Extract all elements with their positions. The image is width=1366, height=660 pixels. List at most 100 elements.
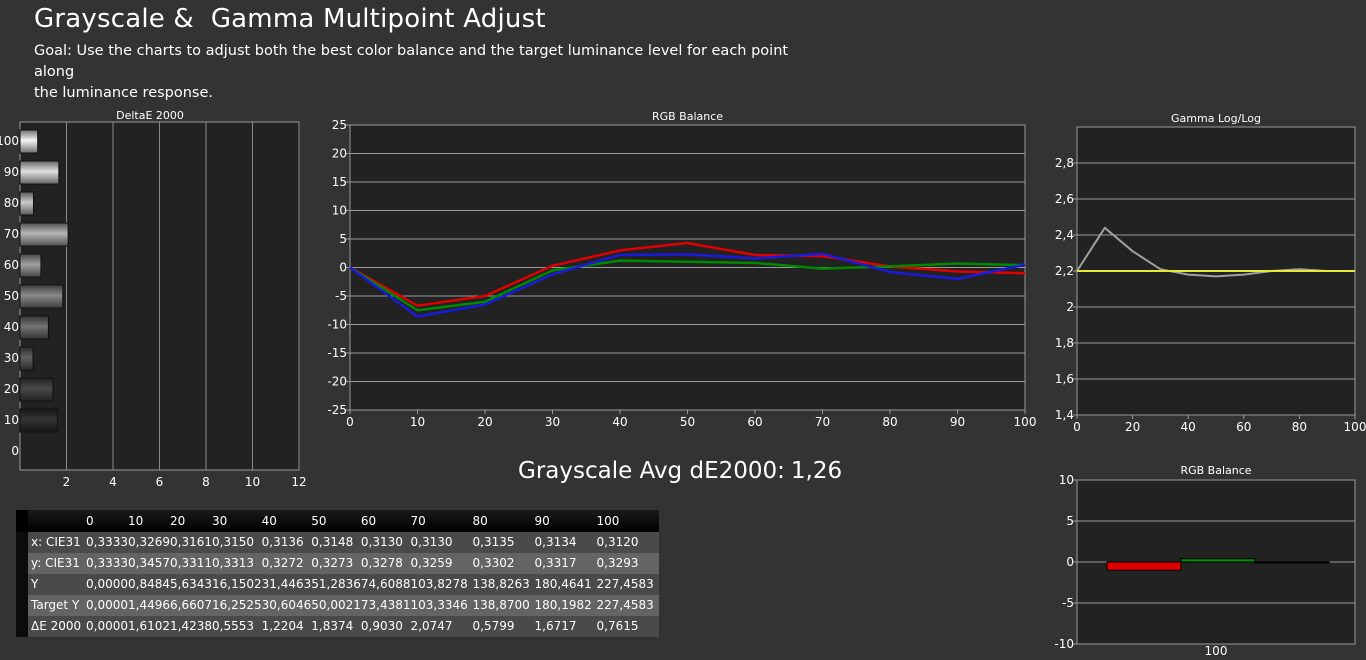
y-tick-label: -25 bbox=[327, 403, 347, 417]
table-cell: 5,6343 bbox=[170, 574, 212, 595]
x-tick-label: 100 bbox=[1014, 415, 1037, 429]
table-cell: 0,3120 bbox=[596, 532, 659, 553]
goal-line-2: the luminance response. bbox=[34, 85, 214, 101]
column-header: 70 bbox=[410, 510, 473, 532]
table-cell: 0,3272 bbox=[261, 553, 312, 574]
column-header: 10 bbox=[128, 510, 170, 532]
table-cell: 0,3302 bbox=[472, 553, 535, 574]
page-title: Grayscale & Gamma Multipoint Adjust bbox=[34, 4, 546, 34]
y-tick-label: -10 bbox=[1054, 637, 1074, 651]
x-tick-label: 80 bbox=[882, 415, 897, 429]
column-header: 80 bbox=[472, 510, 535, 532]
deltae-bar bbox=[19, 377, 54, 402]
chart-title: RGB Balance bbox=[1180, 464, 1251, 477]
measurement-table: 0 10 20 30 40 50 60 70 80 90 100 x: CIE3… bbox=[16, 510, 659, 637]
table-cell: 51,2836 bbox=[311, 574, 361, 595]
y-tick-label: 0 bbox=[1066, 555, 1074, 569]
table-row: Target Y 0,0000 1,4496 6,6607 16,2525 30,6046… bbox=[16, 595, 659, 616]
avg-de-label: Grayscale Avg dE2000: bbox=[518, 458, 785, 484]
y-tick-label: 2,6 bbox=[1055, 192, 1074, 206]
table-cell: 0,0000 bbox=[86, 616, 128, 637]
table-corner bbox=[16, 510, 28, 532]
table-cell: 0,0000 bbox=[86, 595, 128, 616]
rgb-bar bbox=[1180, 558, 1256, 563]
table-cell: 31,4463 bbox=[261, 574, 312, 595]
y-tick-label: 15 bbox=[332, 175, 347, 189]
x-tick-label: 60 bbox=[1236, 420, 1251, 434]
x-tick-label: 20 bbox=[477, 415, 492, 429]
y-tick-label: 2,2 bbox=[1055, 264, 1074, 278]
table-cell: 0,8484 bbox=[128, 574, 170, 595]
table-cell: 0,3273 bbox=[311, 553, 361, 574]
table-cell: 0,3136 bbox=[261, 532, 312, 553]
x-tick-label: 100 bbox=[1205, 644, 1228, 658]
deltae-bar bbox=[19, 315, 49, 340]
y-tick-label: 0 bbox=[11, 444, 19, 458]
column-header: 100 bbox=[596, 510, 659, 532]
table-cell: 1,6717 bbox=[534, 616, 597, 637]
table-cell: 1,6102 bbox=[128, 616, 170, 637]
table-cell: 0,3333 bbox=[86, 532, 128, 553]
table-cell: 227,4583 bbox=[596, 595, 659, 616]
table-cell: 227,4583 bbox=[596, 574, 659, 595]
y-tick-label: 80 bbox=[4, 196, 19, 210]
x-tick-label: 90 bbox=[950, 415, 965, 429]
table-cell: 0,3317 bbox=[534, 553, 597, 574]
rgb-bar bbox=[1254, 561, 1330, 564]
table-cell: 50,0021 bbox=[311, 595, 361, 616]
y-tick-label: 10 bbox=[4, 413, 19, 427]
row-label: y: CIE31 bbox=[28, 553, 86, 574]
x-tick-label: 2 bbox=[63, 475, 71, 489]
y-tick-label: 50 bbox=[4, 289, 19, 303]
row-label: ΔE 2000 bbox=[28, 616, 86, 637]
y-tick-label: 1,6 bbox=[1055, 372, 1074, 386]
y-tick-label: 40 bbox=[4, 320, 19, 334]
row-indicator bbox=[16, 574, 28, 595]
table-cell: 103,3346 bbox=[410, 595, 473, 616]
table-cell: 73,4381 bbox=[360, 595, 411, 616]
column-header: 60 bbox=[360, 510, 411, 532]
series-line bbox=[349, 259, 1026, 312]
table-cell: 0,3134 bbox=[534, 532, 597, 553]
x-tick-label: 8 bbox=[202, 475, 210, 489]
column-header: 20 bbox=[170, 510, 212, 532]
x-tick-label: 0 bbox=[346, 415, 354, 429]
table-cell: 0,5553 bbox=[212, 616, 262, 637]
table-row: ΔE 2000 0,0000 1,6102 1,4238 0,5553 1,2204 1,8… bbox=[16, 616, 659, 637]
table-cell: 0,3259 bbox=[410, 553, 473, 574]
deltae-bar bbox=[19, 129, 39, 154]
y-tick-label: 90 bbox=[4, 165, 19, 179]
rgb-balance-bar-chart: RGB Balance 10 5 0 -5 -10 100 bbox=[1054, 464, 1356, 658]
table-cell: 180,1982 bbox=[534, 595, 597, 616]
table-row: Y 0,0000 0,8484 5,6343 16,1502 31,4463 51,2836… bbox=[16, 574, 659, 595]
table-cell: 0,3130 bbox=[410, 532, 473, 553]
table-cell: 0,3457 bbox=[128, 553, 170, 574]
rgb-bar bbox=[1106, 561, 1182, 571]
avg-de-value: 1,26 bbox=[790, 458, 843, 484]
table-cell: 0,5799 bbox=[472, 616, 535, 637]
table-cell: 0,3161 bbox=[170, 532, 212, 553]
x-tick-label: 20 bbox=[1125, 420, 1140, 434]
avg-de-readout: Grayscale Avg dE2000: 1,26 bbox=[518, 458, 842, 484]
chart-title: Gamma Log/Log bbox=[1171, 112, 1261, 125]
row-label: Y bbox=[28, 574, 86, 595]
table-cell: 0,3150 bbox=[212, 532, 262, 553]
y-tick-label: 2,4 bbox=[1055, 228, 1074, 242]
series-line bbox=[349, 241, 1026, 307]
table-row: y: CIE31 0,3333 0,3457 0,3311 0,3313 0,3272 0,… bbox=[16, 553, 659, 574]
y-tick-label: 10 bbox=[332, 204, 347, 218]
column-header: 0 bbox=[86, 510, 128, 532]
table-cell: 1,4496 bbox=[128, 595, 170, 616]
table-cell: 138,8263 bbox=[472, 574, 535, 595]
y-tick-label: -10 bbox=[327, 318, 347, 332]
table-cell: 1,2204 bbox=[261, 616, 312, 637]
row-label: Target Y bbox=[28, 595, 86, 616]
deltae-bar bbox=[19, 346, 34, 371]
y-tick-label: 1,8 bbox=[1055, 336, 1074, 350]
goal-line-1: Goal: Use the charts to adjust both the … bbox=[34, 43, 789, 80]
table-cell: 30,6046 bbox=[261, 595, 312, 616]
y-tick-label: 60 bbox=[4, 258, 19, 272]
chart-title: DeltaE 2000 bbox=[116, 109, 184, 122]
column-header: 30 bbox=[212, 510, 262, 532]
